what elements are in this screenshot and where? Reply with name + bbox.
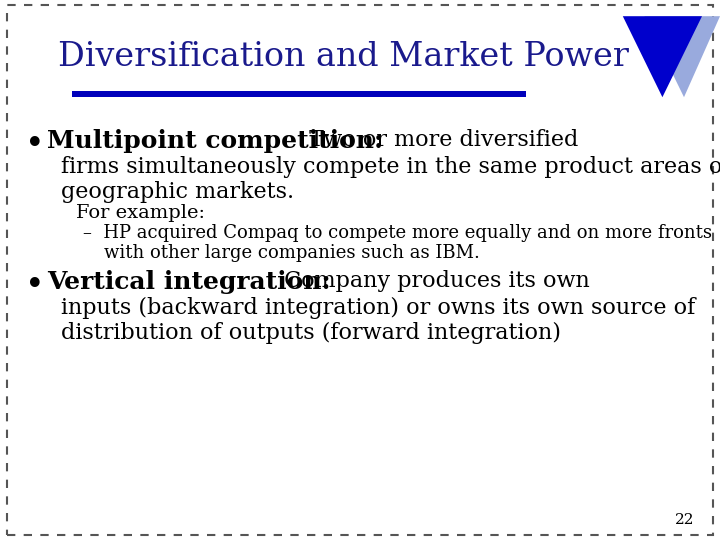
Text: 22: 22 (675, 512, 695, 526)
Text: distribution of outputs (forward integration): distribution of outputs (forward integra… (61, 322, 561, 345)
Text: •: • (25, 270, 45, 302)
Text: Diversification and Market Power: Diversification and Market Power (58, 41, 629, 73)
Text: Company produces its own: Company produces its own (277, 270, 590, 292)
Text: inputs (backward integration) or owns its own source of: inputs (backward integration) or owns it… (61, 297, 696, 319)
Text: •: • (25, 129, 45, 160)
Text: Multipoint competition:: Multipoint competition: (47, 129, 383, 152)
Text: firms simultaneously compete in the same product areas or: firms simultaneously compete in the same… (61, 156, 720, 178)
Text: Two or more diversified: Two or more diversified (302, 129, 579, 151)
Text: Vertical integration:: Vertical integration: (47, 270, 330, 294)
Text: geographic markets.: geographic markets. (61, 181, 294, 203)
Text: with other large companies such as IBM.: with other large companies such as IBM. (104, 244, 480, 262)
Text: –  HP acquired Compaq to compete more equally and on more fronts: – HP acquired Compaq to compete more equ… (83, 224, 712, 242)
Text: For example:: For example: (76, 204, 204, 222)
